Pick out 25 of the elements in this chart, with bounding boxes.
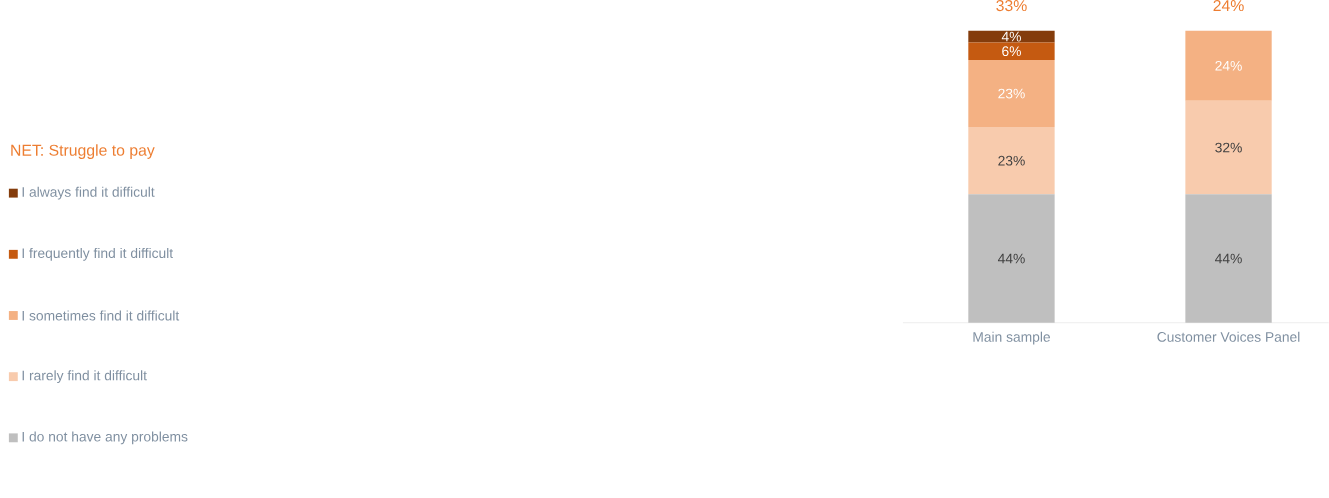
data-label: 44%: [997, 253, 1025, 264]
bar: [968, 127, 1055, 195]
data-label: 6%: [1002, 46, 1021, 57]
legend-label: I frequently find it difficult: [22, 247, 173, 261]
data-label: 23%: [998, 88, 1025, 99]
data-label: 23%: [998, 155, 1025, 166]
legend-label: I do not have any problems: [22, 431, 188, 445]
bar: [1185, 194, 1272, 323]
data-label: 44%: [1215, 253, 1242, 264]
x-tick-label: Main sample: [973, 331, 1050, 345]
bar: [968, 59, 1055, 128]
legend-label: I rarely find it difficult: [22, 370, 147, 384]
data-label: 32%: [1215, 142, 1242, 153]
data-label: 4%: [1001, 31, 1021, 42]
text: 33%: [996, 0, 1027, 12]
bar: [968, 194, 1055, 323]
x-tick-label: Customer Voices Panel: [1157, 331, 1300, 342]
bar: [968, 42, 1055, 60]
legend-label: I always find it difficult: [22, 186, 155, 200]
legend-label: I sometimes find it difficult: [22, 310, 180, 321]
text: 24%: [1213, 0, 1244, 12]
text: NET: Struggle to pay: [11, 144, 155, 159]
bar: [1185, 30, 1272, 101]
bar: [1185, 100, 1272, 195]
data-label: 24%: [1215, 60, 1242, 71]
